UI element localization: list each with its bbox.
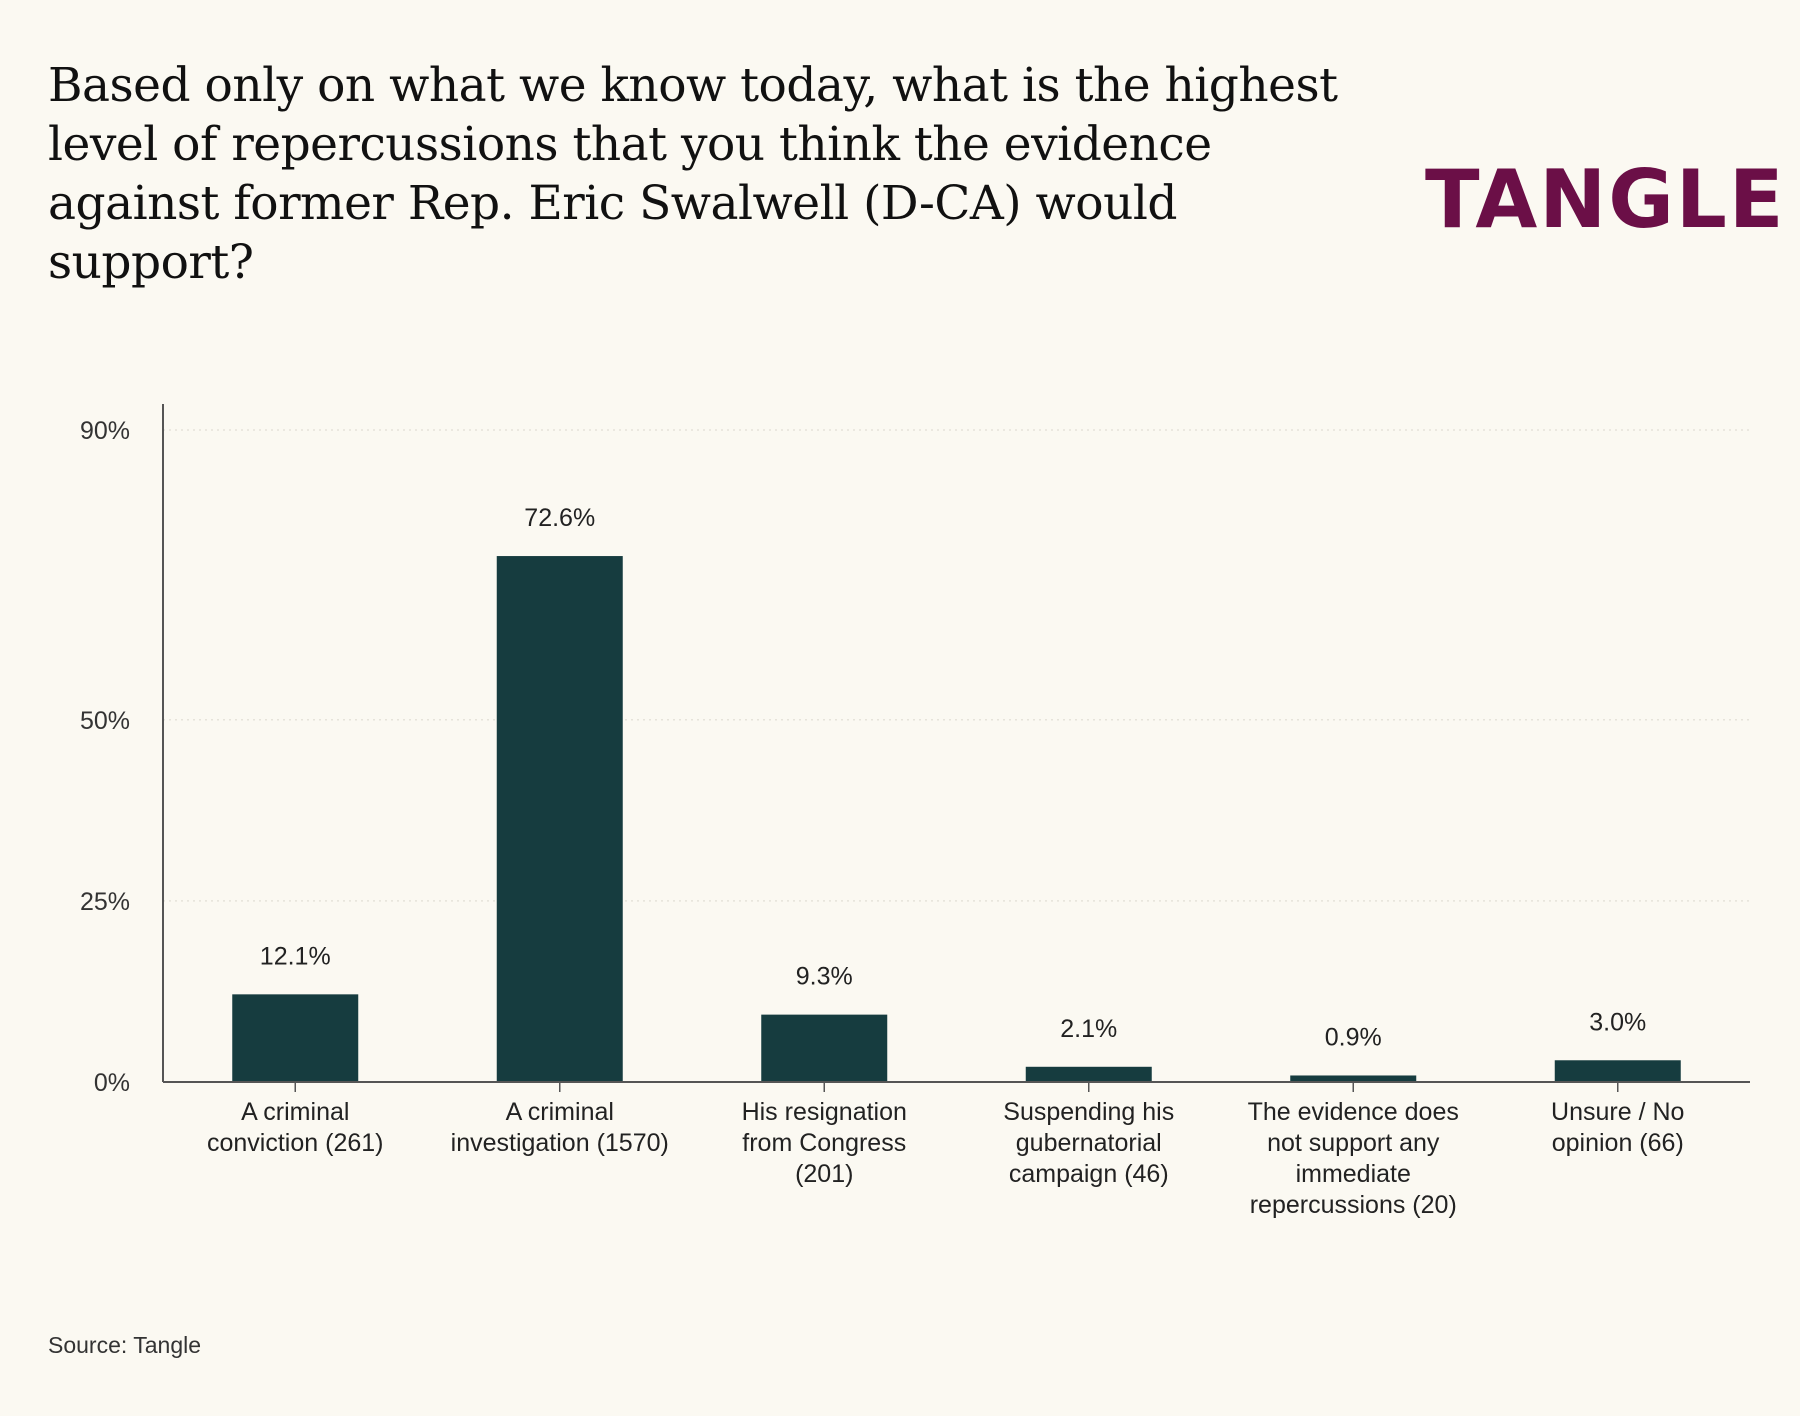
x-category-label-line: conviction (261)	[207, 1129, 383, 1157]
x-category-label: Unsure / No opinion (66)	[1551, 1098, 1684, 1157]
chart-title: Based only on what we know today, what i…	[48, 58, 1338, 290]
x-category-label-line: investigation (1570)	[451, 1129, 669, 1157]
x-category-label: A criminal investigation (1570)	[451, 1098, 669, 1157]
value-label: 72.6%	[524, 504, 595, 532]
x-category-label-line: opinion (66)	[1552, 1129, 1684, 1157]
value-label: 0.9%	[1325, 1023, 1382, 1051]
value-label: 3.0%	[1589, 1008, 1646, 1036]
x-category-label: Suspending his gubernatorial campaign (46)	[1003, 1098, 1174, 1188]
value-label: 9.3%	[796, 963, 853, 991]
x-category-label-line: repercussions (20)	[1250, 1191, 1457, 1219]
x-category-label-line: gubernatorial	[1016, 1129, 1162, 1157]
y-tick-label: 0%	[94, 1069, 130, 1097]
bar	[496, 556, 623, 1082]
bar-chart: 0% 25% 50% 90% 12.1% A criminal conviction (26…	[80, 404, 1750, 1219]
x-category-label-line: not support any	[1267, 1129, 1440, 1157]
x-category-label-line: campaign (46)	[1009, 1160, 1169, 1188]
x-category-label-line: from Congress	[742, 1129, 906, 1157]
bar	[1290, 1075, 1417, 1082]
x-category-label-line: Unsure / No	[1551, 1098, 1684, 1126]
value-label: 2.1%	[1060, 1015, 1117, 1043]
y-tick-label: 50%	[80, 707, 130, 735]
x-category-label: His resignation from Congress (201)	[742, 1098, 907, 1188]
x-category-label-line: (201)	[795, 1160, 853, 1188]
x-category-label: A criminal conviction (261)	[207, 1098, 383, 1157]
bar	[761, 1014, 888, 1082]
value-label: 12.1%	[260, 942, 331, 970]
bar	[232, 994, 359, 1082]
x-category-label-line: His resignation	[742, 1098, 907, 1126]
bar	[1554, 1060, 1681, 1082]
bar	[1025, 1066, 1152, 1082]
x-category-label-line: immediate	[1296, 1160, 1411, 1188]
x-category-label-line: The evidence does	[1248, 1098, 1459, 1126]
y-tick-label: 25%	[80, 888, 130, 916]
x-category-label-line: Suspending his	[1003, 1098, 1174, 1126]
y-tick-label: 90%	[80, 417, 130, 445]
x-category-label-line: A criminal	[241, 1098, 349, 1126]
source-note: Source: Tangle	[48, 1332, 202, 1358]
x-category-label: The evidence does not support any immediat…	[1248, 1098, 1459, 1219]
x-category-label-line: A criminal	[506, 1098, 614, 1126]
